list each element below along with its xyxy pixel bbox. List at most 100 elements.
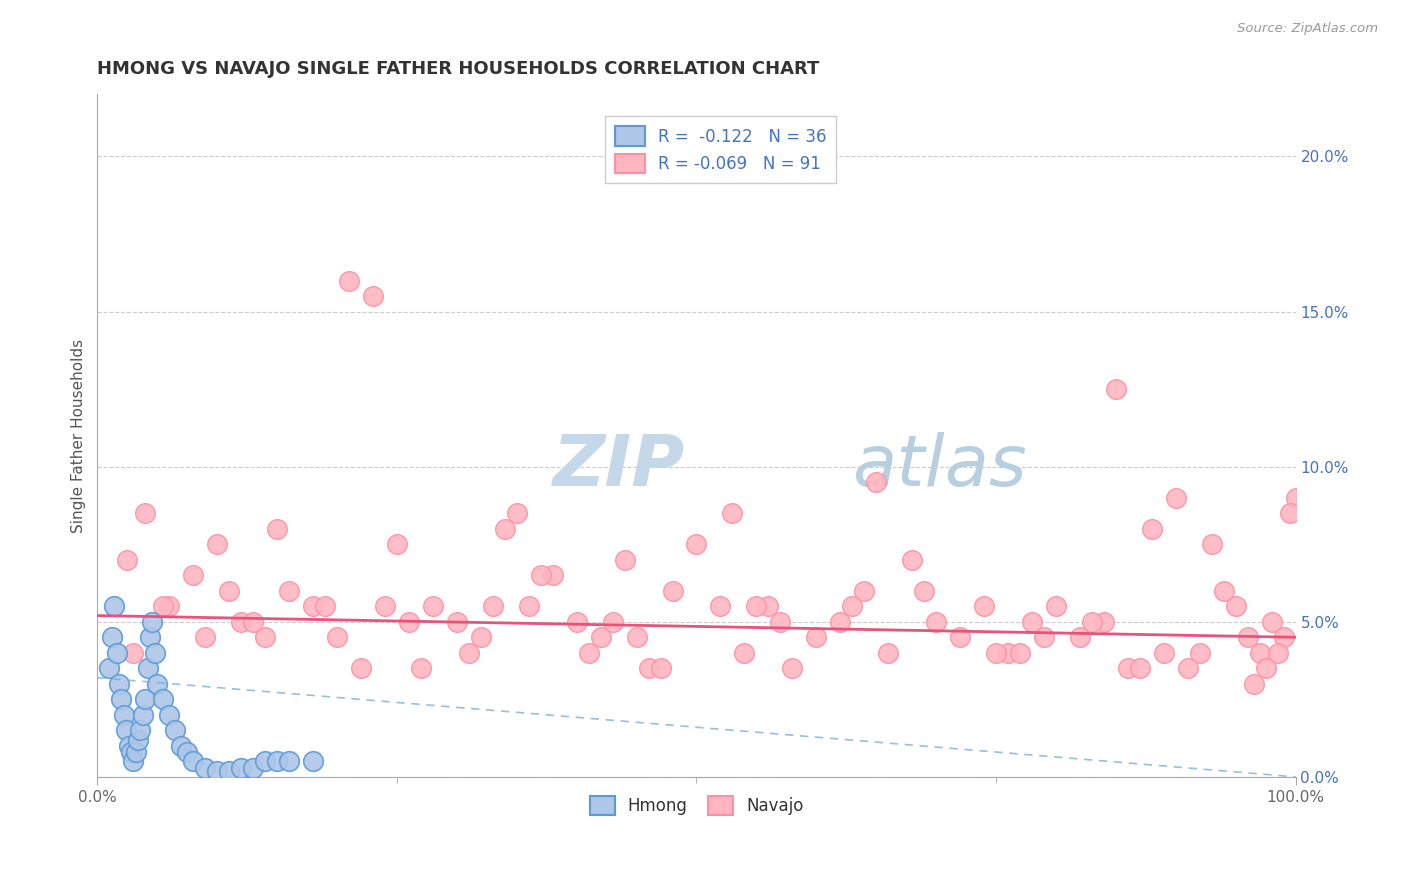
Point bbox=[830, 615, 852, 629]
Point bbox=[103, 599, 125, 614]
Point bbox=[231, 615, 253, 629]
Point bbox=[110, 692, 132, 706]
Point bbox=[302, 755, 325, 769]
Point bbox=[326, 630, 349, 644]
Point bbox=[1254, 661, 1277, 675]
Point bbox=[361, 289, 384, 303]
Point bbox=[218, 583, 240, 598]
Point bbox=[901, 552, 924, 566]
Point bbox=[139, 630, 162, 644]
Point bbox=[1272, 630, 1295, 644]
Point bbox=[853, 583, 876, 598]
Point bbox=[841, 599, 863, 614]
Point bbox=[1021, 615, 1043, 629]
Point bbox=[176, 745, 198, 759]
Point bbox=[134, 692, 156, 706]
Point bbox=[446, 615, 468, 629]
Point bbox=[136, 661, 159, 675]
Point bbox=[132, 707, 155, 722]
Point bbox=[541, 568, 564, 582]
Point bbox=[1212, 583, 1234, 598]
Point bbox=[205, 764, 228, 778]
Point bbox=[125, 745, 148, 759]
Point bbox=[134, 506, 156, 520]
Point bbox=[530, 568, 553, 582]
Point bbox=[127, 732, 149, 747]
Point bbox=[157, 707, 180, 722]
Point bbox=[100, 630, 122, 644]
Point bbox=[157, 599, 180, 614]
Point bbox=[1045, 599, 1067, 614]
Point bbox=[350, 661, 373, 675]
Point bbox=[912, 583, 935, 598]
Point bbox=[626, 630, 648, 644]
Point bbox=[115, 723, 138, 738]
Point bbox=[494, 522, 516, 536]
Point bbox=[650, 661, 672, 675]
Point bbox=[302, 599, 325, 614]
Point bbox=[1069, 630, 1091, 644]
Point bbox=[181, 568, 204, 582]
Point bbox=[973, 599, 995, 614]
Point bbox=[613, 552, 636, 566]
Point bbox=[152, 599, 174, 614]
Point bbox=[266, 522, 288, 536]
Point bbox=[422, 599, 444, 614]
Point bbox=[721, 506, 744, 520]
Point bbox=[165, 723, 187, 738]
Point bbox=[314, 599, 336, 614]
Point bbox=[506, 506, 529, 520]
Point bbox=[1278, 506, 1301, 520]
Point bbox=[481, 599, 503, 614]
Point bbox=[112, 707, 135, 722]
Point bbox=[152, 692, 174, 706]
Point bbox=[122, 755, 145, 769]
Point bbox=[108, 677, 131, 691]
Point bbox=[1140, 522, 1163, 536]
Point bbox=[661, 583, 683, 598]
Point bbox=[141, 615, 163, 629]
Point bbox=[1153, 646, 1175, 660]
Point bbox=[242, 615, 264, 629]
Point bbox=[1177, 661, 1199, 675]
Point bbox=[745, 599, 768, 614]
Point bbox=[181, 755, 204, 769]
Text: Source: ZipAtlas.com: Source: ZipAtlas.com bbox=[1237, 22, 1378, 36]
Point bbox=[122, 646, 145, 660]
Point bbox=[1092, 615, 1115, 629]
Point bbox=[1188, 646, 1211, 660]
Point bbox=[1201, 537, 1223, 551]
Point bbox=[398, 615, 420, 629]
Point bbox=[565, 615, 588, 629]
Point bbox=[129, 723, 152, 738]
Point bbox=[117, 739, 139, 753]
Point bbox=[117, 552, 139, 566]
Point bbox=[1008, 646, 1031, 660]
Point bbox=[146, 677, 169, 691]
Point bbox=[143, 646, 166, 660]
Point bbox=[1236, 630, 1258, 644]
Text: HMONG VS NAVAJO SINGLE FATHER HOUSEHOLDS CORRELATION CHART: HMONG VS NAVAJO SINGLE FATHER HOUSEHOLDS… bbox=[97, 60, 820, 78]
Point bbox=[1249, 646, 1271, 660]
Point bbox=[589, 630, 612, 644]
Point bbox=[709, 599, 731, 614]
Y-axis label: Single Father Households: Single Father Households bbox=[72, 339, 86, 533]
Point bbox=[278, 755, 301, 769]
Point bbox=[925, 615, 948, 629]
Point bbox=[1129, 661, 1152, 675]
Point bbox=[517, 599, 540, 614]
Point bbox=[769, 615, 792, 629]
Point bbox=[374, 599, 396, 614]
Point bbox=[1116, 661, 1139, 675]
Legend: Hmong, Navajo: Hmong, Navajo bbox=[581, 788, 811, 823]
Point bbox=[218, 764, 240, 778]
Point bbox=[865, 475, 887, 490]
Point bbox=[470, 630, 492, 644]
Point bbox=[231, 760, 253, 774]
Point bbox=[194, 630, 217, 644]
Point bbox=[782, 661, 804, 675]
Point bbox=[205, 537, 228, 551]
Point bbox=[949, 630, 972, 644]
Text: ZIP: ZIP bbox=[553, 432, 685, 501]
Point bbox=[337, 274, 360, 288]
